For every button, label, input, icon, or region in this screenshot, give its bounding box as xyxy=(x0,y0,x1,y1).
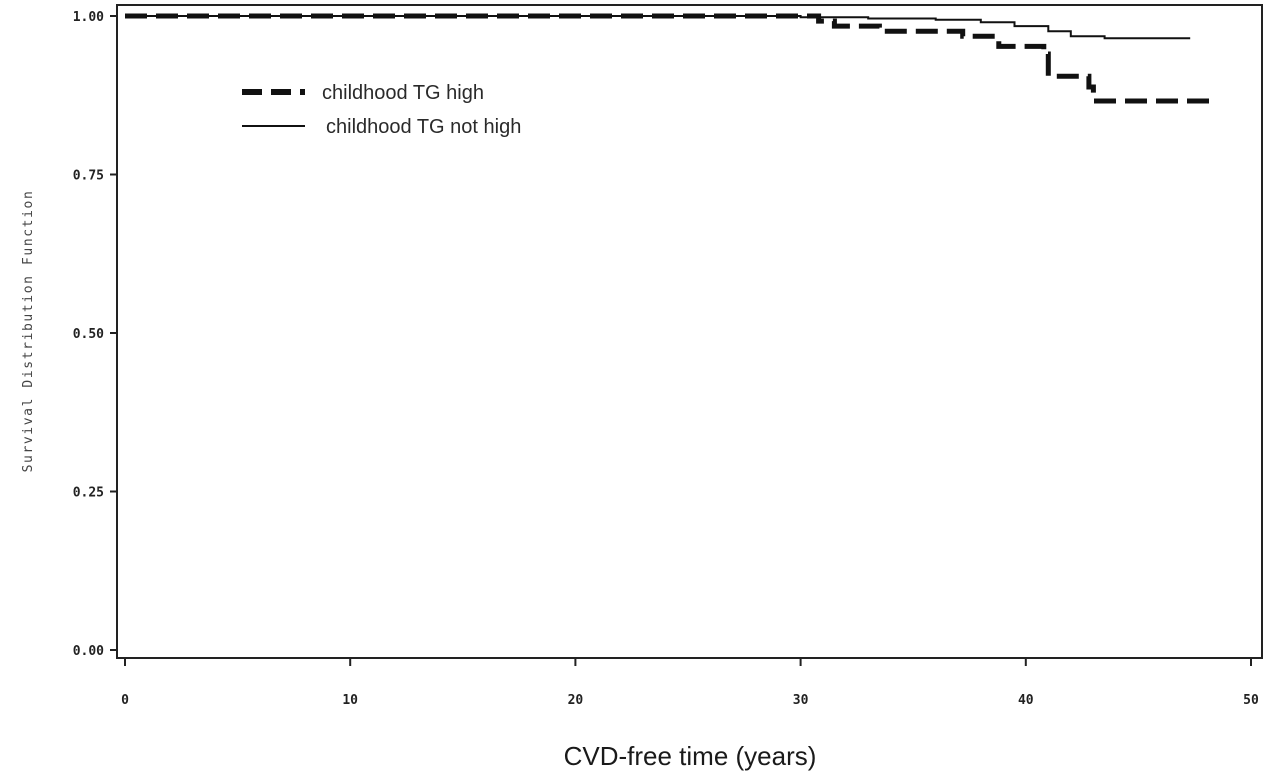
y-axis: 0.00 0.25 0.50 0.75 1.00 xyxy=(73,10,117,659)
x-tick-label: 20 xyxy=(568,693,584,708)
series-layer xyxy=(125,13,1218,104)
legend: childhood TG high childhood TG not high xyxy=(242,82,521,138)
x-axis-label: CVD-free time (years) xyxy=(564,741,817,771)
series-line-tg-high xyxy=(125,13,1218,104)
x-tick-label: 40 xyxy=(1018,693,1034,708)
y-tick-label: 0.50 xyxy=(73,327,104,342)
y-axis-label: Survival Distribution Function xyxy=(21,190,36,473)
y-tick-label: 0.25 xyxy=(73,486,104,501)
y-tick-label: 1.00 xyxy=(73,10,104,25)
x-axis: 0 10 20 30 40 50 xyxy=(121,658,1259,708)
x-tick-label: 50 xyxy=(1243,693,1259,708)
legend-label: childhood TG not high xyxy=(326,116,521,138)
x-tick-label: 30 xyxy=(793,693,809,708)
x-tick-label: 10 xyxy=(342,693,358,708)
x-tick-label: 0 xyxy=(121,693,129,708)
y-tick-label: 0.00 xyxy=(73,644,104,659)
series-line-tg-not-high xyxy=(125,15,1191,40)
plot-frame xyxy=(116,4,1263,659)
y-tick-label: 0.75 xyxy=(73,169,104,184)
legend-label: childhood TG high xyxy=(322,82,484,104)
